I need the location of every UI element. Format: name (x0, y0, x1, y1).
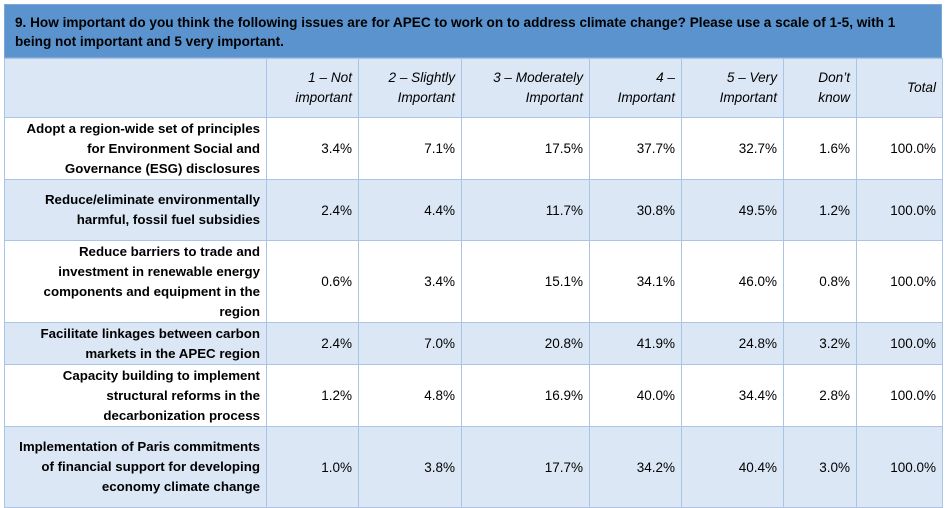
table-cell: 7.0% (358, 322, 462, 365)
table-cell: 100.0% (856, 322, 943, 365)
table-cell: 2.4% (266, 179, 359, 241)
table-cell: 1.2% (266, 364, 359, 427)
table-row: Facilitate linkages between carbon marke… (4, 322, 943, 365)
table-cell: 1.0% (266, 426, 359, 508)
table-cell: 100.0% (856, 179, 943, 241)
table-cell: 0.8% (783, 240, 857, 323)
table-cell: 17.5% (461, 117, 590, 180)
header-row: 1 – Not important 2 – Slightly Important… (4, 58, 943, 118)
results-table: 1 – Not important 2 – Slightly Important… (4, 58, 943, 508)
row-label: Facilitate linkages between carbon marke… (4, 322, 267, 365)
table-cell: 3.0% (783, 426, 857, 508)
table-row: Capacity building to implement structura… (4, 364, 943, 427)
table-cell: 3.2% (783, 322, 857, 365)
column-header: 1 – Not important (266, 58, 359, 118)
table-cell: 30.8% (589, 179, 682, 241)
question-header: 9. How important do you think the follow… (4, 4, 942, 58)
table-cell: 49.5% (681, 179, 784, 241)
row-label: Reduce barriers to trade and investment … (4, 240, 267, 323)
column-header: Total (856, 58, 943, 118)
row-label: Implementation of Paris commitments of f… (4, 426, 267, 508)
table-row: Implementation of Paris commitments of f… (4, 426, 943, 508)
table-cell: 34.1% (589, 240, 682, 323)
table-cell: 20.8% (461, 322, 590, 365)
table-cell: 100.0% (856, 240, 943, 323)
table-cell: 4.4% (358, 179, 462, 241)
table-row: Reduce/eliminate environmentally harmful… (4, 179, 943, 241)
column-header: 3 – Moderately Important (461, 58, 590, 118)
table-cell: 34.2% (589, 426, 682, 508)
table-cell: 3.4% (358, 240, 462, 323)
table-cell: 2.4% (266, 322, 359, 365)
table-cell: 15.1% (461, 240, 590, 323)
table-cell: 1.2% (783, 179, 857, 241)
table-cell: 100.0% (856, 426, 943, 508)
table-cell: 11.7% (461, 179, 590, 241)
table-cell: 46.0% (681, 240, 784, 323)
table-cell: 7.1% (358, 117, 462, 180)
table-cell: 4.8% (358, 364, 462, 427)
table-cell: 40.4% (681, 426, 784, 508)
row-label-header (4, 58, 267, 118)
column-header: Don’t know (783, 58, 857, 118)
table-cell: 1.6% (783, 117, 857, 180)
table-cell: 2.8% (783, 364, 857, 427)
table-row: Reduce barriers to trade and investment … (4, 240, 943, 323)
table-cell: 100.0% (856, 117, 943, 180)
column-header: 2 – Slightly Important (358, 58, 462, 118)
table-cell: 3.4% (266, 117, 359, 180)
column-header: 4 – Important (589, 58, 682, 118)
table-cell: 34.4% (681, 364, 784, 427)
column-header: 5 – Very Important (681, 58, 784, 118)
table-cell: 0.6% (266, 240, 359, 323)
table-cell: 37.7% (589, 117, 682, 180)
table-cell: 41.9% (589, 322, 682, 365)
row-label: Reduce/eliminate environmentally harmful… (4, 179, 267, 241)
table-row: Adopt a region-wide set of principles fo… (4, 117, 943, 180)
row-label: Capacity building to implement structura… (4, 364, 267, 427)
table-cell: 40.0% (589, 364, 682, 427)
table-cell: 3.8% (358, 426, 462, 508)
table-cell: 100.0% (856, 364, 943, 427)
table-cell: 32.7% (681, 117, 784, 180)
table-cell: 17.7% (461, 426, 590, 508)
table-cell: 24.8% (681, 322, 784, 365)
row-label: Adopt a region-wide set of principles fo… (4, 117, 267, 180)
table-cell: 16.9% (461, 364, 590, 427)
survey-table-container: 9. How important do you think the follow… (4, 4, 943, 508)
